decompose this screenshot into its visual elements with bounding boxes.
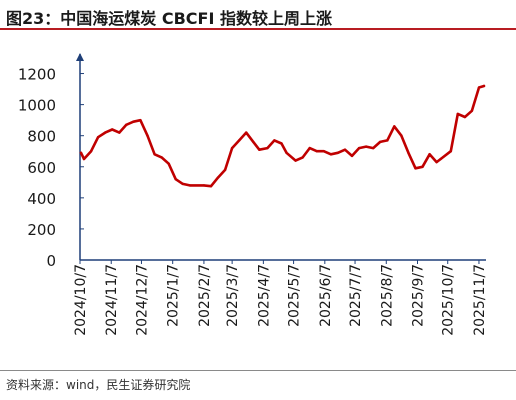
data-point (125, 123, 128, 127)
x-tick-label: 2025/1/7 (166, 264, 182, 327)
data-point (482, 84, 486, 88)
data-point (439, 157, 442, 161)
y-axis: 0 200 400 600 800 1000 1200 (18, 53, 84, 270)
data-point (400, 134, 403, 137)
data-point (181, 182, 184, 186)
x-tick-label: 2025/7/7 (348, 264, 364, 327)
data-point (188, 184, 191, 187)
data-point (266, 146, 269, 150)
data-point (209, 185, 213, 188)
data-point (89, 150, 93, 153)
y-tick-label: 400 (27, 190, 56, 208)
x-tick-label: 2025/2/7 (197, 264, 213, 327)
data-point (350, 154, 354, 158)
data-point (223, 168, 227, 172)
data-point (343, 148, 347, 151)
data-point (82, 157, 86, 161)
data-point (238, 139, 241, 142)
data-point (258, 148, 261, 151)
data-point (132, 120, 135, 123)
data-point (414, 167, 417, 170)
footer-rule (0, 370, 516, 371)
data-point (160, 156, 163, 159)
data-point (308, 146, 311, 150)
data-point (364, 145, 368, 148)
x-tick-label: 2025/11/7 (472, 264, 488, 336)
source-note: 资料来源：wind，民生证券研究院 (6, 378, 191, 392)
data-point (477, 86, 481, 89)
y-tick-label: 0 (46, 252, 56, 270)
data-point (456, 112, 459, 116)
data-point (372, 146, 375, 150)
data-point (322, 150, 325, 153)
data-point (174, 178, 177, 181)
data-point (294, 159, 297, 162)
x-tick-label: 2025/3/7 (225, 264, 241, 327)
data-point (301, 156, 304, 159)
data-point (428, 153, 431, 156)
data-point (79, 151, 83, 154)
data-point (245, 131, 248, 134)
x-tick-label: 2025/10/7 (441, 264, 457, 336)
title-rule (0, 28, 516, 30)
x-tick-label: 2024/12/7 (134, 264, 150, 336)
series-layer (79, 84, 486, 188)
data-point (118, 131, 121, 134)
data-point (393, 125, 396, 128)
data-point (336, 151, 340, 154)
data-point (407, 151, 410, 154)
x-tick-label: 2024/11/7 (104, 264, 120, 336)
series-line (79, 84, 486, 188)
data-point (111, 128, 114, 131)
data-point (463, 115, 467, 119)
data-point (280, 142, 283, 145)
data-point (96, 136, 100, 139)
x-tick-label: 2025/5/7 (287, 264, 303, 327)
data-point (202, 184, 206, 187)
data-point (386, 139, 389, 142)
data-point (449, 150, 452, 153)
page-title: 图23：中国海运煤炭 CBCFI 指数较上周上涨 (6, 9, 332, 28)
data-point (421, 165, 424, 168)
data-point (139, 119, 142, 122)
y-tick-label: 1200 (18, 66, 56, 84)
x-tick-label: 2024/10/7 (73, 264, 89, 336)
data-point (285, 151, 288, 154)
y-axis-arrow-icon (76, 53, 84, 61)
data-point (273, 139, 276, 142)
x-tick-label: 2025/8/7 (379, 264, 395, 327)
data-point (357, 146, 361, 150)
data-point (252, 140, 255, 144)
data-point (167, 162, 170, 165)
data-point (230, 146, 234, 150)
line-chart: 0 200 400 600 800 1000 1200 2024/10/7 2024/11/7… (18, 53, 488, 336)
data-point (146, 134, 149, 137)
y-tick-label: 600 (27, 159, 56, 177)
y-tick-label: 200 (27, 221, 56, 239)
x-tick-label: 2025/6/7 (318, 264, 334, 327)
y-tick-label: 800 (27, 128, 56, 146)
data-point (470, 109, 474, 113)
data-point (153, 153, 156, 156)
data-point (379, 140, 382, 144)
data-point (104, 131, 107, 134)
x-tick-label: 2025/4/7 (256, 264, 272, 327)
data-point (315, 150, 318, 153)
x-axis: 2024/10/7 2024/11/7 2024/12/7 2025/1/7 2025/… (73, 259, 488, 336)
data-point (216, 176, 220, 179)
y-tick-label: 1000 (18, 97, 56, 115)
data-point (329, 153, 333, 156)
data-point (435, 160, 438, 164)
x-tick-label: 2025/9/7 (411, 264, 427, 327)
